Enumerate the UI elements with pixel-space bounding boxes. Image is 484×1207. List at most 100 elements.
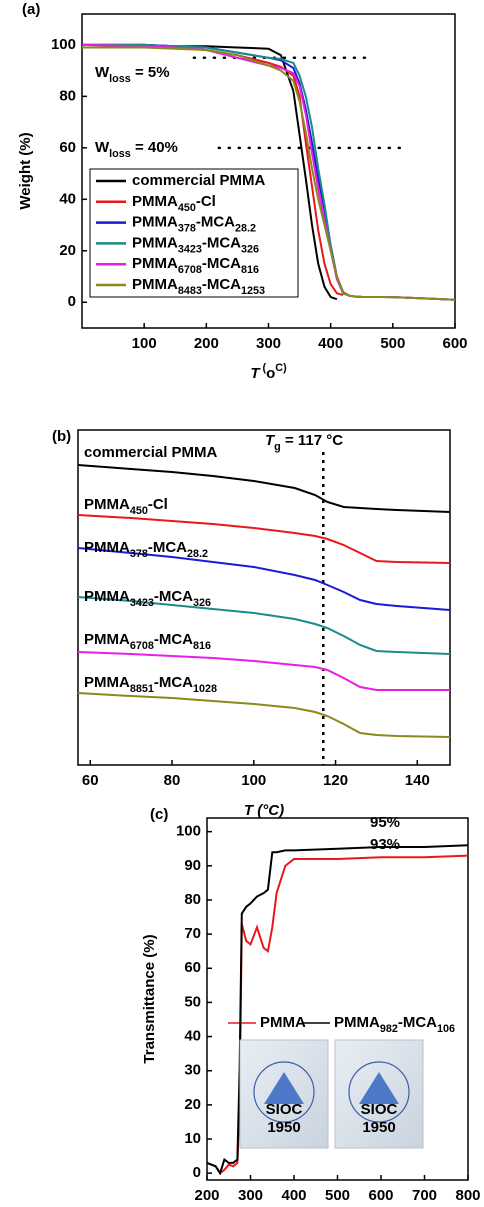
text-part: PMMA: [84, 631, 130, 648]
text-part: = 5%: [131, 64, 170, 81]
text-part: 816: [193, 640, 211, 652]
text-part: T (°C): [244, 802, 284, 819]
text-part: 6708: [178, 264, 202, 276]
annotation: Tg = 117 °C: [265, 432, 343, 453]
y-tick-label: 0: [193, 1164, 201, 1181]
text-part: -MCA: [148, 539, 187, 556]
text-part: C): [275, 362, 287, 374]
y-tick-label: 80: [184, 891, 201, 908]
text-part: 8851: [130, 683, 154, 695]
x-tick-label: 60: [82, 772, 99, 789]
x-tick-label: 100: [241, 772, 266, 789]
text-part: -MCA: [154, 631, 193, 648]
series-label: PMMA378-MCA28.2: [84, 539, 208, 560]
text-part: commercial PMMA: [132, 172, 266, 189]
series-label: PMMA450-Cl: [84, 496, 168, 517]
series-label: commercial PMMA: [84, 444, 218, 461]
y-tick-label: 60: [184, 959, 201, 976]
series-line: [77, 596, 451, 655]
text-part: 1253: [241, 285, 265, 297]
series-label: PMMA3423-MCA326: [84, 588, 211, 609]
series-line: [77, 464, 451, 513]
y-tick-label: 40: [184, 1028, 201, 1045]
series-line: [77, 514, 451, 564]
x-tick-label: 300: [256, 335, 281, 352]
text-part: PMMA: [260, 1014, 306, 1031]
text-part: -MCA: [202, 234, 241, 251]
legend-label: PMMA982-MCA106: [334, 1014, 455, 1035]
legend-label: PMMA: [260, 1014, 306, 1031]
logo-text: SIOC: [361, 1101, 398, 1118]
text-part: 378: [130, 548, 148, 560]
series-label: PMMA8851-MCA1028: [84, 674, 217, 695]
text-part: -MCA: [154, 674, 193, 691]
legend-label: PMMA8483-MCA1253: [132, 276, 265, 297]
text-part: PMMA: [132, 255, 178, 272]
text-part: W: [95, 64, 110, 81]
text-part: 982: [380, 1023, 398, 1035]
text-part: 28.2: [235, 222, 256, 234]
logo-year: 1950: [267, 1119, 300, 1136]
y-tick-label: 70: [184, 925, 201, 942]
text-part: PMMA: [132, 234, 178, 251]
text-part: 28.2: [187, 548, 208, 560]
logo-ring: [253, 1061, 315, 1123]
y-tick-label: 10: [184, 1130, 201, 1147]
logo-triangle: [264, 1072, 304, 1104]
text-part: 326: [241, 243, 259, 255]
x-tick-label: 700: [412, 1187, 437, 1204]
y-tick-label: 0: [68, 293, 76, 310]
panel-label: (b): [52, 428, 71, 445]
x-tick-label: 600: [368, 1187, 393, 1204]
text-part: PMMA: [132, 276, 178, 293]
text-part: 3423: [130, 597, 154, 609]
y-tick-label: 20: [59, 242, 76, 259]
logo-year: 1950: [362, 1119, 395, 1136]
text-part: -MCA: [202, 276, 241, 293]
legend-label: PMMA450-Cl: [132, 193, 216, 214]
text-part: 95%: [370, 814, 400, 831]
text-part: -Cl: [196, 193, 216, 210]
text-part: 3423: [178, 243, 202, 255]
y-tick-label: 30: [184, 1062, 201, 1079]
y-tick-label: 80: [59, 87, 76, 104]
text-part: PMMA: [84, 496, 130, 513]
legend-label: commercial PMMA: [132, 172, 266, 189]
legend-label: PMMA6708-MCA816: [132, 255, 259, 276]
text-part: PMMA: [84, 588, 130, 605]
x-axis-label: T (oC): [250, 362, 287, 382]
series-line: [77, 547, 451, 611]
series-label: PMMA6708-MCA816: [84, 631, 211, 652]
text-part: = 40%: [131, 139, 178, 156]
series-line: [77, 651, 450, 691]
logo-triangle: [359, 1072, 399, 1104]
text-part: W: [95, 139, 110, 156]
text-part: 6708: [130, 640, 154, 652]
text-part: 450: [178, 202, 196, 214]
annotation: 93%: [370, 836, 400, 853]
x-axis-label: T (°C): [244, 802, 284, 819]
text-part: T: [250, 365, 261, 382]
y-tick-label: 40: [59, 190, 76, 207]
panel-label: (c): [150, 806, 168, 823]
x-tick-label: 500: [380, 335, 405, 352]
legend-box: [89, 168, 299, 298]
y-tick-label: 20: [184, 1096, 201, 1113]
text-part: (: [259, 362, 266, 374]
text-part: loss: [109, 148, 131, 160]
text-part: 378: [178, 222, 196, 234]
text-part: commercial PMMA: [84, 444, 218, 461]
x-tick-label: 400: [318, 335, 343, 352]
text-part: 450: [130, 505, 148, 517]
text-part: 326: [193, 597, 211, 609]
y-tick-label: 90: [184, 857, 201, 874]
x-tick-label: 500: [325, 1187, 350, 1204]
text-part: T: [265, 432, 276, 449]
legend-label: PMMA3423-MCA326: [132, 234, 259, 255]
annotation: 95%: [370, 814, 400, 831]
x-tick-label: 200: [194, 335, 219, 352]
y-axis-label: Weight (%): [17, 132, 34, 209]
series-line: [206, 844, 469, 1176]
y-tick-label: 50: [184, 993, 201, 1010]
